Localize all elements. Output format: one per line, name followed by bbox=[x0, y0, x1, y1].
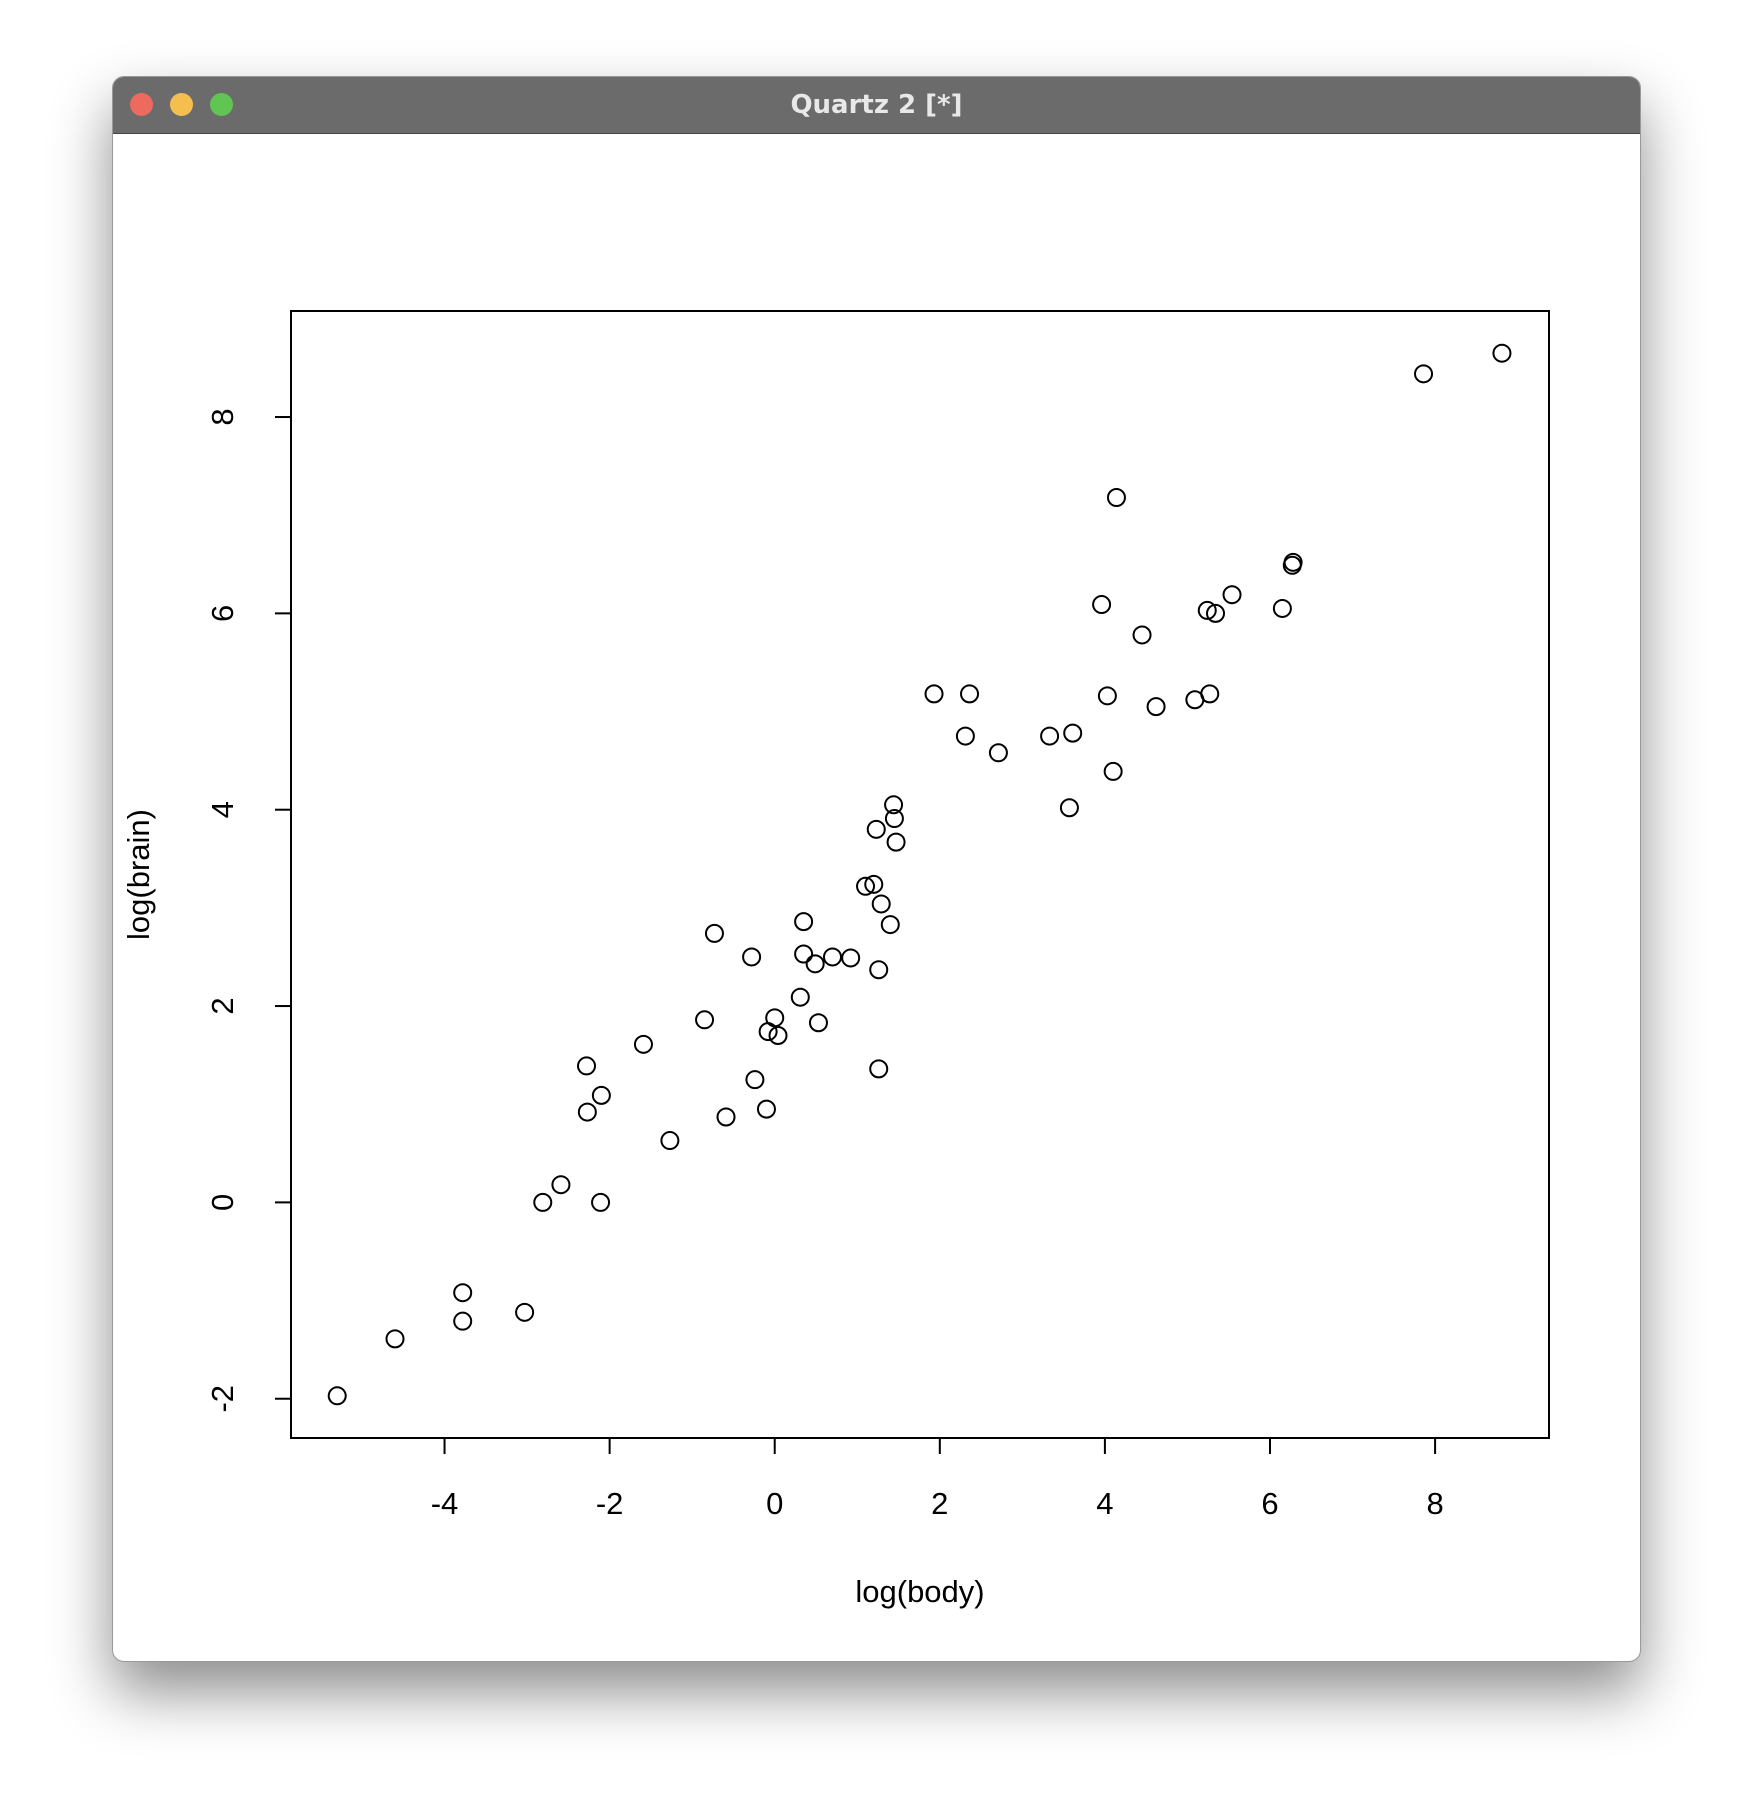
point bbox=[955, 726, 975, 746]
plot-box bbox=[290, 310, 1550, 1439]
close-button[interactable] bbox=[130, 93, 153, 116]
zoom-button[interactable] bbox=[210, 93, 233, 116]
point bbox=[1283, 552, 1303, 572]
point bbox=[551, 1175, 571, 1195]
point bbox=[591, 1085, 611, 1105]
point bbox=[1106, 488, 1126, 508]
y-tick-label: 2 bbox=[205, 997, 240, 1014]
point bbox=[1200, 684, 1220, 704]
y-axis-label: log(brain) bbox=[121, 809, 156, 940]
point bbox=[1197, 600, 1217, 620]
point bbox=[1103, 761, 1123, 781]
point bbox=[453, 1283, 473, 1303]
point bbox=[884, 795, 904, 815]
x-axis-label: log(body) bbox=[855, 1574, 984, 1609]
y-tick-label: 8 bbox=[205, 408, 240, 425]
y-tick-label: 6 bbox=[205, 605, 240, 622]
point bbox=[869, 960, 889, 980]
point bbox=[794, 912, 814, 932]
point bbox=[591, 1192, 611, 1212]
point bbox=[1097, 686, 1117, 706]
y-tick-label: 0 bbox=[205, 1194, 240, 1211]
window-title: Quartz 2 [*] bbox=[790, 90, 963, 120]
point bbox=[886, 832, 906, 852]
point bbox=[864, 874, 884, 894]
point bbox=[1132, 625, 1152, 645]
minimize-button[interactable] bbox=[170, 93, 193, 116]
point bbox=[869, 1059, 889, 1079]
x-tick-label: 2 bbox=[931, 1486, 948, 1521]
point bbox=[1092, 595, 1112, 615]
point bbox=[856, 876, 876, 896]
point bbox=[385, 1329, 405, 1349]
point bbox=[866, 819, 886, 839]
point bbox=[1040, 726, 1060, 746]
point bbox=[515, 1302, 535, 1322]
point bbox=[745, 1070, 765, 1090]
point bbox=[1206, 603, 1226, 623]
window: Quartz 2 [*] bbox=[112, 76, 1641, 1662]
point bbox=[453, 1311, 473, 1331]
y-tick-label: -2 bbox=[205, 1385, 240, 1413]
x-tick-label: 0 bbox=[766, 1486, 783, 1521]
point bbox=[1492, 343, 1512, 363]
point bbox=[884, 809, 904, 829]
point bbox=[577, 1056, 597, 1076]
point bbox=[808, 1013, 828, 1033]
x-tick-label: 6 bbox=[1261, 1486, 1278, 1521]
point bbox=[577, 1102, 597, 1122]
point bbox=[327, 1386, 347, 1406]
point bbox=[1272, 598, 1292, 618]
x-tick-label: 8 bbox=[1426, 1486, 1443, 1521]
point bbox=[988, 743, 1008, 763]
point bbox=[533, 1192, 553, 1212]
point bbox=[1063, 723, 1083, 743]
point bbox=[756, 1099, 776, 1119]
point bbox=[880, 915, 900, 935]
point bbox=[1059, 798, 1079, 818]
y-tick-label: 4 bbox=[205, 801, 240, 818]
point bbox=[871, 894, 891, 914]
x-tick-label: 4 bbox=[1096, 1486, 1113, 1521]
point bbox=[960, 684, 980, 704]
point bbox=[742, 947, 762, 967]
point bbox=[1414, 364, 1434, 384]
point bbox=[660, 1131, 680, 1151]
x-tick-label: -4 bbox=[431, 1486, 459, 1521]
point bbox=[823, 947, 843, 967]
point bbox=[695, 1010, 715, 1030]
point bbox=[768, 1026, 788, 1045]
point bbox=[765, 1008, 785, 1028]
point bbox=[633, 1034, 653, 1054]
point bbox=[716, 1107, 736, 1127]
point bbox=[704, 923, 724, 943]
point bbox=[790, 987, 810, 1007]
x-tick-label: -2 bbox=[596, 1486, 624, 1521]
point bbox=[924, 684, 944, 704]
point bbox=[1222, 585, 1242, 605]
point bbox=[805, 954, 825, 974]
point bbox=[794, 944, 814, 964]
point bbox=[841, 948, 861, 968]
point bbox=[1146, 697, 1166, 717]
title-bar: Quartz 2 [*] bbox=[113, 77, 1640, 134]
